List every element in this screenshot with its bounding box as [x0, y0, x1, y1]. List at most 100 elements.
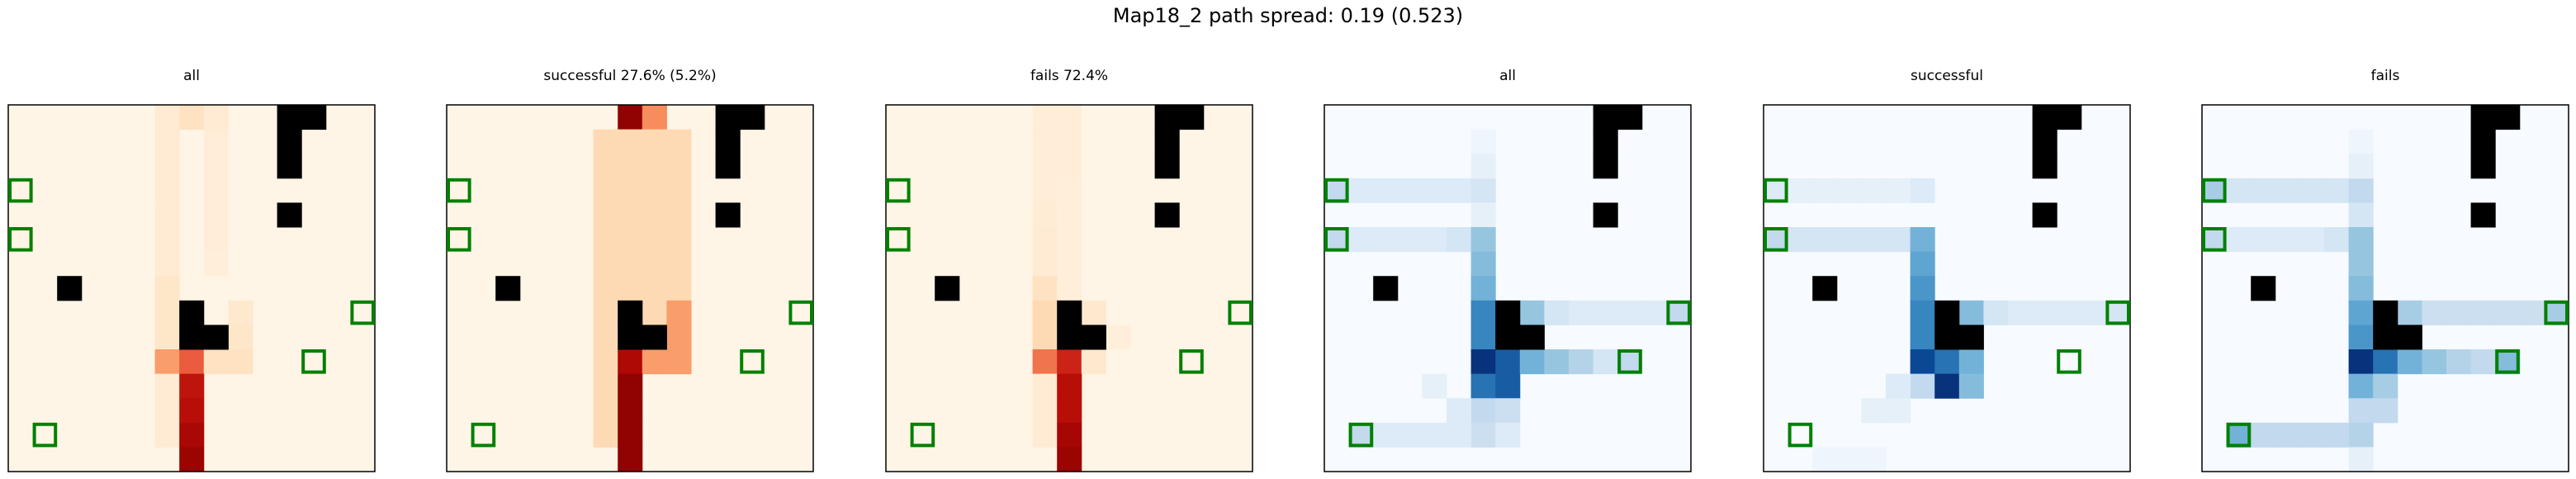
heat-cell [1470, 178, 1496, 203]
heat-cell [2348, 154, 2374, 179]
heat-cell [154, 227, 180, 253]
heat-cell [1470, 373, 1496, 399]
obstacle-cell [715, 154, 741, 179]
heat-cell [154, 422, 180, 448]
heat-cell [2348, 300, 2374, 325]
heat-cell [2373, 373, 2398, 399]
heat-cell [1032, 105, 1058, 130]
heat-cell [1764, 178, 1789, 203]
heat-cell [154, 105, 180, 130]
goal-marker [8, 227, 33, 252]
heat-cell [1569, 300, 1594, 325]
heat-cell [618, 398, 643, 424]
heat-cell [1470, 276, 1496, 301]
heat-cell [228, 349, 253, 375]
obstacle-cell [1373, 276, 1399, 301]
heat-cell [618, 178, 643, 203]
heat-cell [179, 422, 205, 448]
heat-cell [1032, 154, 1058, 179]
heat-cell [2348, 349, 2374, 375]
heatmap-panel [2201, 104, 2569, 472]
heat-cell [593, 129, 618, 154]
heat-cell [1057, 105, 1082, 130]
heat-cell [1057, 373, 1082, 399]
heat-cell [2202, 178, 2228, 203]
obstacle-cell [495, 276, 521, 301]
heat-cell [642, 154, 667, 179]
obstacle-cell [740, 105, 765, 130]
goal-marker [740, 349, 765, 374]
obstacle-cell [1081, 325, 1106, 350]
heat-cell [1812, 447, 1838, 472]
heat-cell [593, 325, 618, 350]
heat-cell [1447, 227, 1472, 253]
obstacle-cell [301, 105, 327, 130]
heat-cell [2495, 349, 2521, 375]
heat-cell [2324, 227, 2350, 253]
heat-cell [1958, 300, 1984, 325]
obstacle-cell [715, 202, 741, 228]
heat-cell [2373, 349, 2398, 375]
heat-cell [1057, 447, 1082, 472]
heat-cell [1934, 373, 1960, 399]
heat-cell [2324, 178, 2350, 203]
heat-cell [1764, 227, 1789, 253]
heat-cell [2324, 422, 2350, 448]
heat-cell [154, 398, 180, 424]
heat-cell [1032, 202, 1058, 228]
obstacle-cell [203, 325, 229, 350]
heat-cell [1470, 251, 1496, 277]
heat-cell [1983, 300, 2009, 325]
heat-cell [642, 251, 667, 277]
heat-cell [1958, 349, 1984, 375]
heat-cell [2397, 349, 2422, 375]
heat-cell [203, 105, 229, 130]
heat-cell [2226, 178, 2252, 203]
heat-cell [1032, 398, 1058, 424]
obstacle-cell [2470, 202, 2496, 228]
goal-marker [350, 300, 375, 325]
heat-cell [2251, 422, 2276, 448]
heat-cell [1422, 422, 1447, 448]
heat-cell [2397, 300, 2422, 325]
heat-cell [1593, 300, 1618, 325]
heat-cell [179, 105, 205, 130]
heat-cell [1886, 373, 1911, 399]
heat-cell [1934, 349, 1960, 375]
goal-marker [447, 178, 471, 203]
heat-cell [1861, 447, 1887, 472]
heat-cell [1861, 227, 1887, 253]
heat-cell [203, 129, 229, 154]
heat-cell [1910, 276, 1935, 301]
heat-cell [1910, 373, 1935, 399]
heat-cell [1032, 300, 1058, 325]
obstacle-cell [1593, 154, 1618, 179]
heatmap-panel [885, 104, 1253, 472]
heat-cell [1397, 227, 1423, 253]
obstacle-cell [715, 129, 741, 154]
heat-cell [1422, 178, 1447, 203]
goal-marker [471, 422, 496, 448]
heat-cell [642, 227, 667, 253]
heat-cell [2275, 422, 2300, 448]
heat-cell [1057, 178, 1082, 203]
heat-cell [154, 325, 180, 350]
heat-cell [1447, 178, 1472, 203]
heat-cell [618, 373, 643, 399]
heat-cell [1348, 178, 1374, 203]
panel-frame [7, 104, 376, 472]
obstacle-cell [2032, 202, 2057, 228]
heat-cell [2299, 227, 2325, 253]
obstacle-cell [179, 300, 205, 325]
heat-cell [593, 154, 618, 179]
heat-cell [1836, 178, 1862, 203]
heat-cell [593, 349, 618, 375]
heat-cell [666, 227, 692, 253]
figure-title: Map18_2 path spread: 0.19 (0.523) [1112, 4, 1464, 27]
obstacle-cell [618, 325, 643, 350]
heat-cell [1373, 178, 1399, 203]
heat-cell [1470, 129, 1496, 154]
heat-cell [1057, 251, 1082, 277]
heat-cell [1544, 300, 1570, 325]
